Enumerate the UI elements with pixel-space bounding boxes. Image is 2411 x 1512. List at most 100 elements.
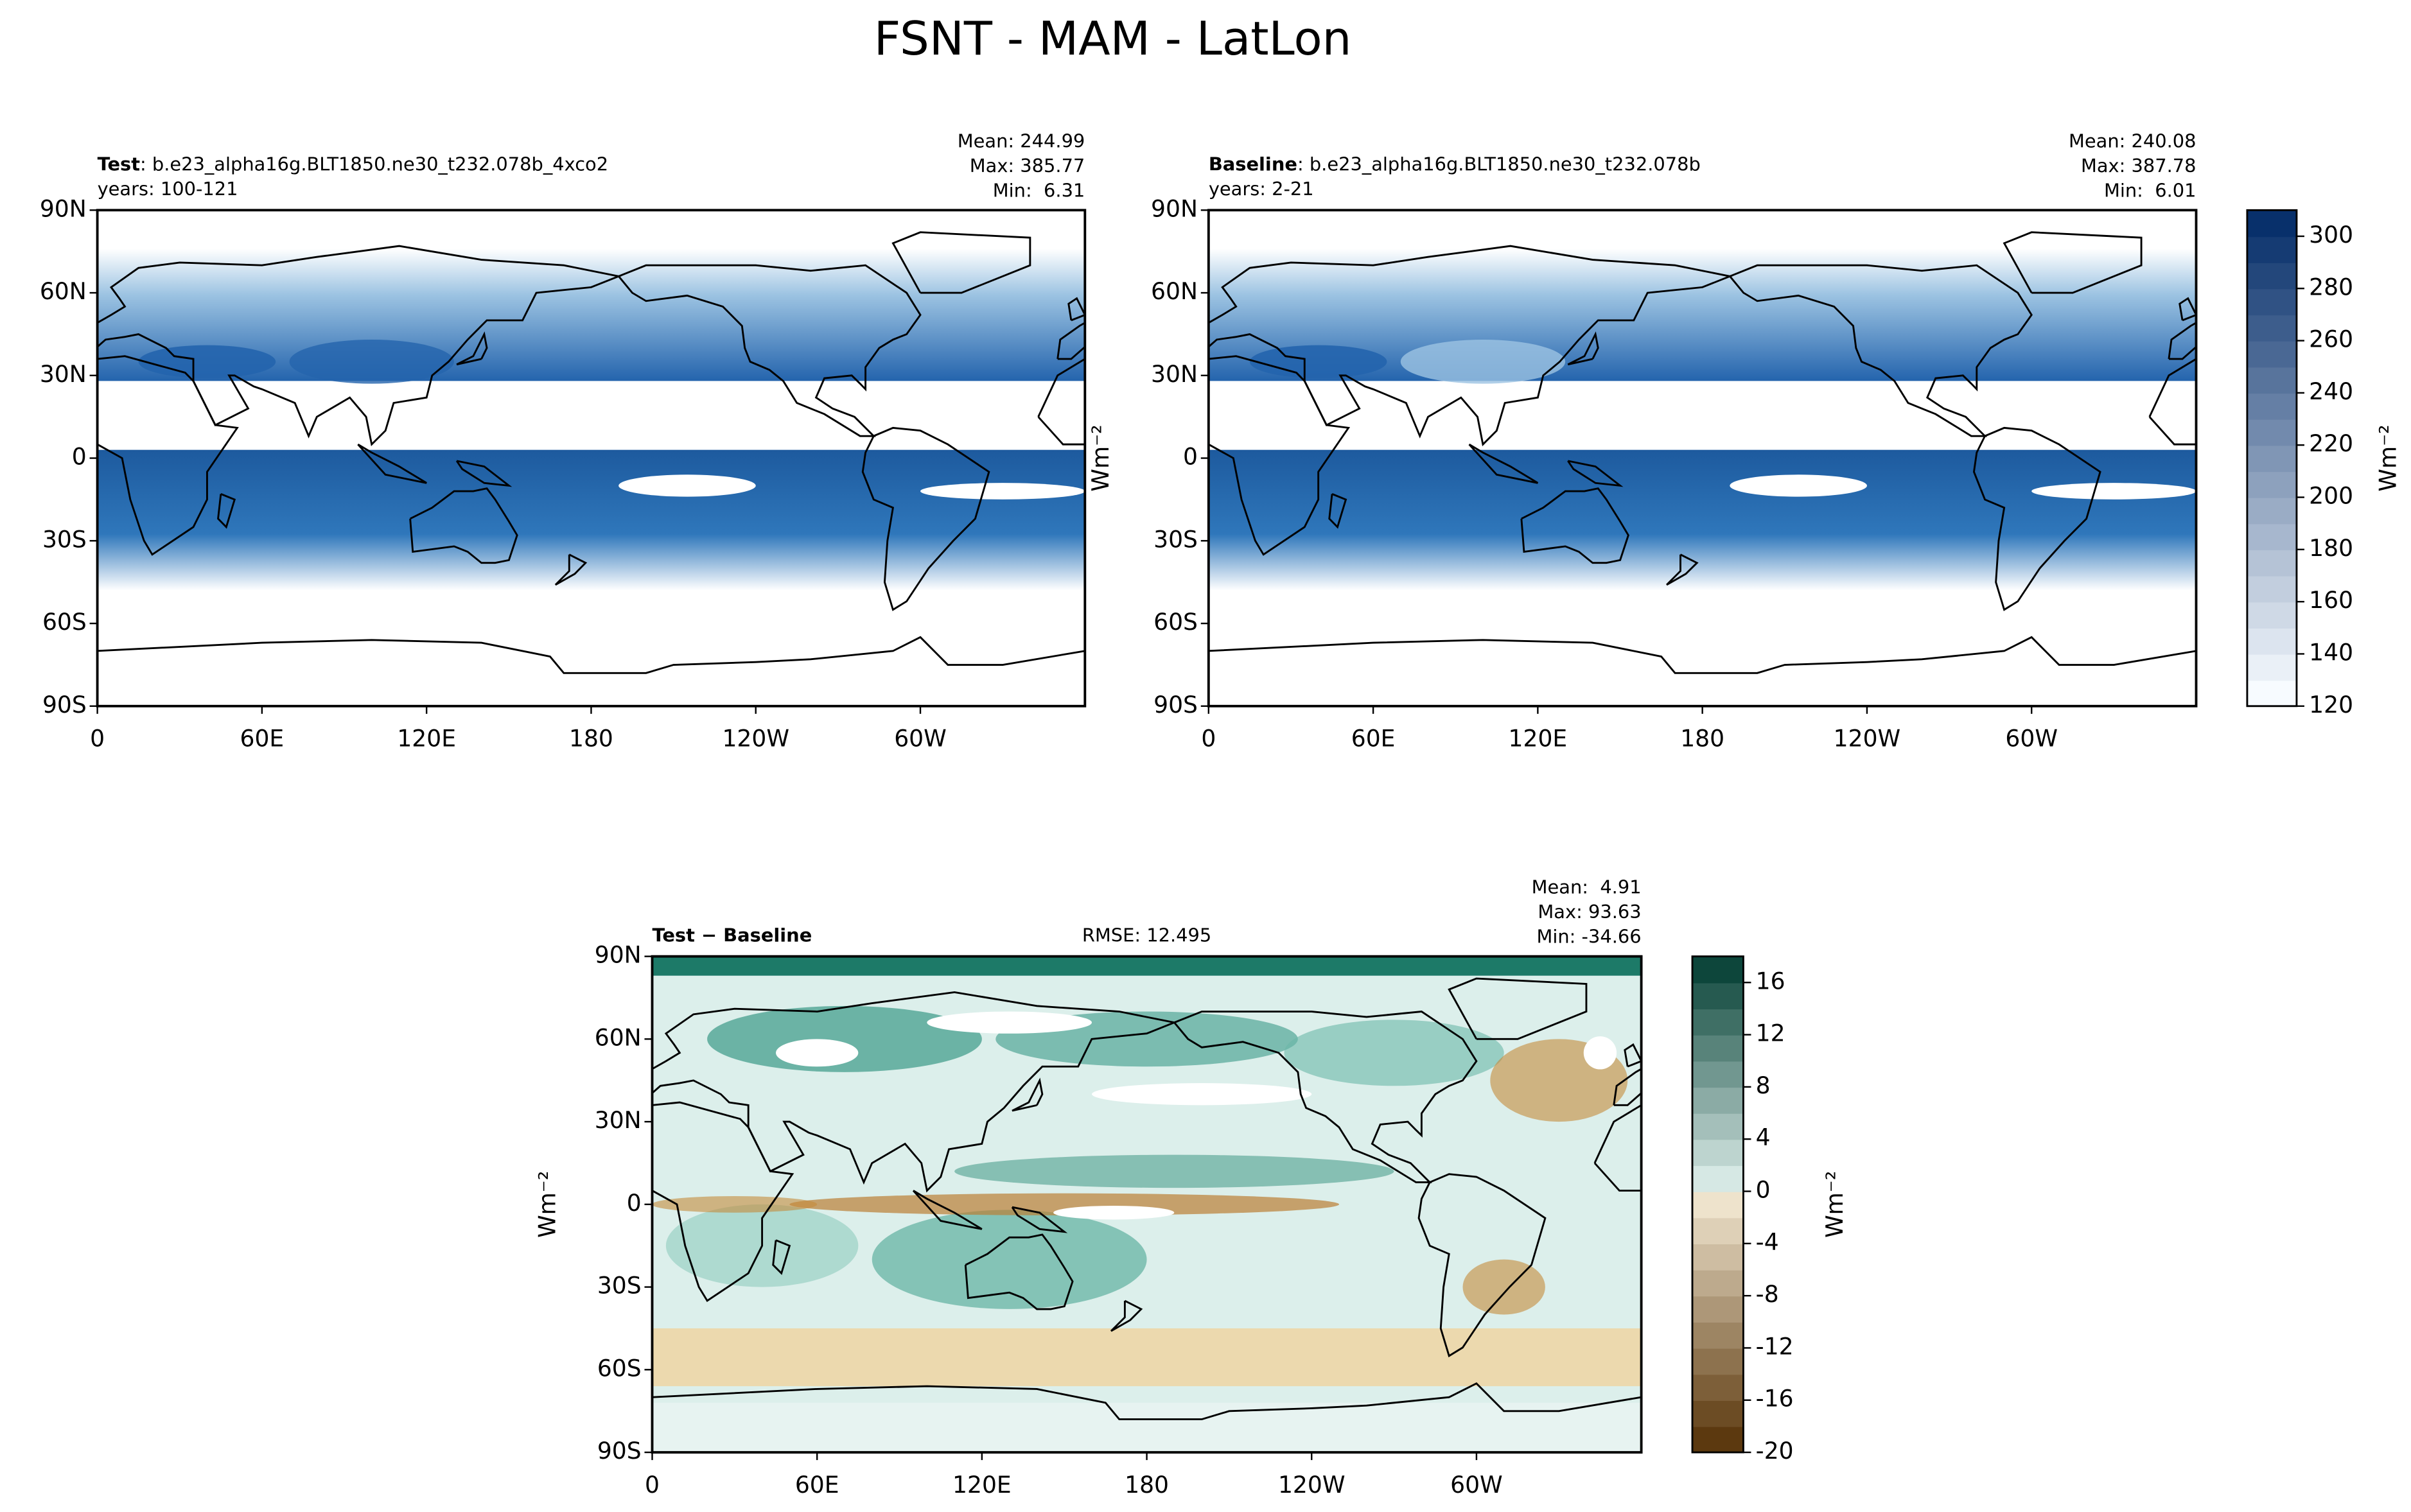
lat-tick-label: 90S <box>42 691 87 718</box>
coastline <box>1902 1190 1971 1229</box>
panel-stat: Mean: 244.99 <box>958 130 1085 152</box>
coastline <box>1567 331 1599 366</box>
panel-stat: Min: -34.66 <box>1536 926 1641 948</box>
coastline <box>2100 1301 2130 1331</box>
coastline <box>1011 1206 1068 1233</box>
field-patch <box>872 1210 1147 1309</box>
coastline <box>652 991 1178 1193</box>
colorbar-frame <box>2246 209 2298 708</box>
colorbar-segment <box>2247 419 2297 446</box>
coastline <box>1067 297 1085 322</box>
colorbar-tick-label: -4 <box>1756 1229 1779 1256</box>
coastline <box>1208 245 1733 447</box>
panel-label: Baseline: b.e23_alpha16g.BLT1850.ne30_t2… <box>1209 153 1701 175</box>
colorbar-tick-label: 140 <box>2309 639 2353 666</box>
field-patch <box>125 406 180 428</box>
colorbar-segment <box>2247 314 2297 342</box>
colorbar-tick-label: 4 <box>1756 1124 1771 1151</box>
coastline <box>964 1233 1074 1310</box>
lat-tick-label: 0 <box>72 444 87 471</box>
colorbar-segment <box>1692 1034 1744 1062</box>
coastline <box>1468 443 1539 484</box>
panel-stat: Mean: 4.91 <box>1532 876 1642 898</box>
map-panel <box>1208 210 2196 706</box>
colorbar-segment <box>1692 1426 1744 1454</box>
colorbar-segment <box>2247 497 2297 525</box>
coastline <box>1012 1077 1044 1112</box>
coastline <box>217 493 236 529</box>
field-band <box>1208 449 2196 591</box>
lon-tick-label: 60E <box>795 1472 839 1499</box>
panel-label-case: : b.e23_alpha16g.BLT1850.ne30_t232.078b_… <box>140 153 608 175</box>
panel-stat: Max: 387.78 <box>2081 155 2196 177</box>
panel-label-name: Test <box>98 153 141 175</box>
colorbar-tick-label: 220 <box>2309 430 2353 457</box>
colorbar-tick-label: -12 <box>1756 1333 1794 1360</box>
field-patch <box>1249 345 1387 379</box>
coastline <box>1417 1173 1547 1358</box>
panel-units: Wm⁻² <box>534 1171 561 1238</box>
lon-tick-label: 60W <box>2005 726 2058 752</box>
field-band <box>652 1328 1642 1387</box>
coastline <box>455 460 513 487</box>
coastline <box>456 331 488 366</box>
field-patch <box>1462 1259 1545 1315</box>
colorbar-tick-label: 12 <box>1756 1020 1785 1047</box>
field-patch <box>1583 1036 1617 1070</box>
field-patch <box>707 1005 982 1072</box>
coastline <box>1972 426 2101 611</box>
colorbar-segment <box>2247 392 2297 420</box>
lat-tick-label: 60N <box>40 278 87 305</box>
colorbar-segment <box>1692 1061 1744 1088</box>
lon-tick-label: 60W <box>894 726 947 752</box>
lon-tick-label: 120E <box>397 726 456 752</box>
colorbar-segment <box>2247 210 2297 238</box>
colorbar-segment <box>1692 1348 1744 1375</box>
colorbar-frame <box>1691 955 1744 1454</box>
coastline <box>1328 493 1347 529</box>
panel-stat: Max: 93.63 <box>1538 901 1641 923</box>
colorbar-segment <box>1692 1321 1744 1349</box>
coastline <box>2163 1012 2411 1183</box>
field-patch <box>1053 1205 1175 1220</box>
lon-tick-label: 0 <box>90 726 105 752</box>
colorbar-segment <box>2247 340 2297 368</box>
lon-tick-label: 120E <box>952 1472 1012 1499</box>
lat-tick-label: 60S <box>1153 609 1198 636</box>
lat-tick-label: 90N <box>1151 195 1198 222</box>
coastline <box>1208 636 2196 706</box>
panel-units: Wm⁻² <box>1087 424 1114 491</box>
coastline <box>2003 231 2143 294</box>
colorbar-segment <box>1692 1374 1744 1401</box>
colorbar-tick-label: 180 <box>2309 535 2353 562</box>
coastline <box>1729 264 2033 437</box>
colorbar-segment <box>1692 956 1744 984</box>
field-patch <box>776 1039 859 1067</box>
colorbar-segment <box>1692 1243 1744 1271</box>
lat-tick-label: 60S <box>42 609 87 636</box>
coastline <box>2408 1174 2411 1356</box>
coastline <box>891 231 1031 294</box>
lon-tick-label: 60E <box>1351 726 1396 752</box>
coastline <box>97 355 239 556</box>
lat-tick-label: 60N <box>595 1024 642 1051</box>
colorbar-tick-label: 260 <box>2309 326 2353 353</box>
field-patch <box>138 345 276 379</box>
lon-tick-label: 120W <box>1278 1472 1346 1499</box>
coastline <box>2179 297 2196 322</box>
lat-tick-label: 30S <box>1153 526 1198 553</box>
coastline <box>1567 460 1624 487</box>
colorbar-segment <box>2247 549 2297 577</box>
colorbar-segment <box>2247 367 2297 394</box>
lat-tick-label: 0 <box>627 1190 642 1217</box>
colorbar-segment <box>2247 523 2297 551</box>
colorbar-units: Wm⁻² <box>1821 1171 1848 1238</box>
coastline <box>2001 1081 2031 1111</box>
lat-tick-label: 60N <box>1151 278 1198 305</box>
colorbar-segment <box>2247 627 2297 655</box>
panel-label-name: Test − Baseline <box>653 924 812 946</box>
colorbar-segment <box>1692 1400 1744 1427</box>
coastline <box>2001 1207 2053 1232</box>
colorbar-segment <box>2247 680 2297 707</box>
